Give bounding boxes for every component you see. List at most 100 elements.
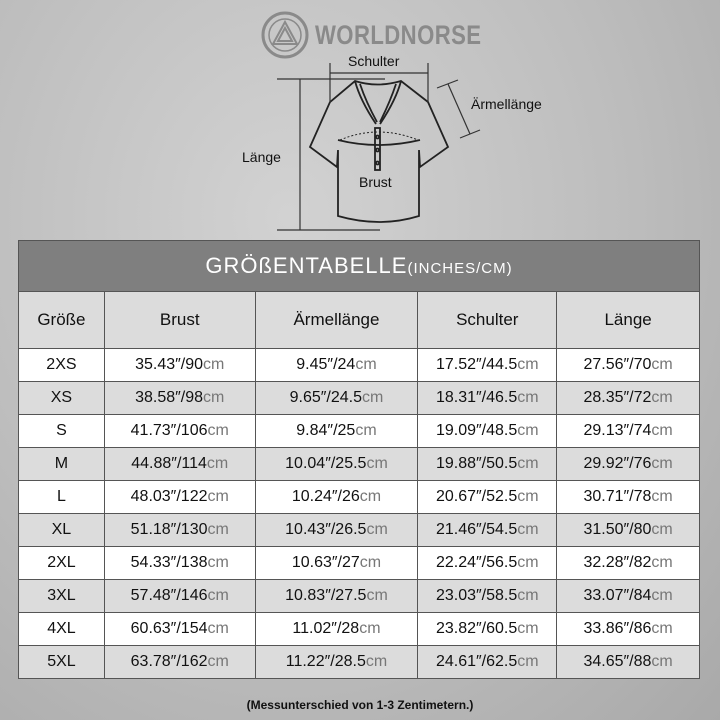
measurement-cell: 34.65″/88cm <box>556 645 700 679</box>
measurement-cell: 48.03″/122cm <box>103 480 256 514</box>
measurement-unit: cm <box>359 488 382 505</box>
measurement-value: 27.56″/70 <box>583 356 652 373</box>
measurement-cell: 20.67″/52.5cm <box>417 480 558 514</box>
measurement-unit: cm <box>355 356 377 373</box>
measurement-unit: cm <box>366 587 388 604</box>
measurement-value: 30.71″/78 <box>583 488 652 505</box>
measurement-unit: cm <box>517 389 539 406</box>
measurement-unit: cm <box>651 521 673 538</box>
size-cell: 2XS <box>18 348 105 382</box>
table-row: 3XL 57.48″/146cm 10.83″/27.5cm 23.03″/58.5c… <box>18 579 700 613</box>
measurement-cell: 60.63″/154cm <box>103 612 256 646</box>
measurement-unit: cm <box>517 620 539 637</box>
table-row: 5XL 63.78″/162cm 11.22″/28.5cm 24.61″/62.5c… <box>18 645 700 679</box>
measurement-unit: cm <box>366 521 388 538</box>
size-cell: 4XL <box>18 612 105 646</box>
measurement-value: 28.35″/72 <box>583 389 652 406</box>
measurement-unit: cm <box>651 356 673 373</box>
measurement-value: 10.43″/26.5 <box>285 521 367 538</box>
size-cell: 2XL <box>18 546 105 580</box>
label-shoulder: Schulter <box>348 53 400 69</box>
table-row: 4XL 60.63″/154cm 11.02″/28cm 23.82″/60.5cm 3… <box>18 612 700 646</box>
measurement-unit: cm <box>651 488 673 505</box>
measurement-value: 38.58″/98 <box>135 389 204 406</box>
measurement-cell: 30.71″/78cm <box>556 480 700 514</box>
measure-lines <box>277 63 481 231</box>
column-header: Ärmellänge <box>254 291 419 349</box>
shirt-diagram <box>261 11 481 231</box>
measurement-cell: 63.78″/162cm <box>103 645 256 679</box>
measurement-unit: cm <box>359 554 382 571</box>
measurement-unit: cm <box>517 488 539 505</box>
measurement-unit: cm <box>207 587 229 604</box>
measurement-cell: 33.07″/84cm <box>556 579 700 613</box>
table-title-units: (INCHES/CM) <box>407 260 513 277</box>
measurement-unit: cm <box>651 422 673 439</box>
measurement-value: 24.61″/62.5 <box>435 653 518 670</box>
measurement-unit: cm <box>359 620 381 637</box>
measurement-unit: cm <box>207 422 229 439</box>
measurement-value: 17.52″/44.5 <box>435 356 518 373</box>
label-length: Länge <box>242 149 281 165</box>
measurement-value: 21.46″/54.5 <box>435 521 518 538</box>
measurement-unit: cm <box>203 356 225 373</box>
measurement-cell: 44.88″/114cm <box>103 447 256 481</box>
measurement-unit: cm <box>206 455 229 472</box>
measurement-value: 33.86″/86 <box>583 620 652 637</box>
measurement-unit: cm <box>651 554 673 571</box>
label-sleeve: Ärmellänge <box>471 96 542 112</box>
measurement-value: 41.73″/106 <box>130 422 208 439</box>
measurement-cell: 22.24″/56.5cm <box>417 546 558 580</box>
measurement-unit: cm <box>362 389 384 406</box>
measurement-cell: 10.43″/26.5cm <box>254 513 419 547</box>
measurement-cell: 9.84″/25cm <box>254 414 419 448</box>
measurement-unit: cm <box>651 455 673 472</box>
measurement-cell: 38.58″/98cm <box>103 381 256 415</box>
table-title-text: GRÖßENTABELLE <box>205 253 408 278</box>
measurement-unit: cm <box>517 587 539 604</box>
size-cell: 5XL <box>18 645 105 679</box>
size-cell: XS <box>18 381 105 415</box>
measurement-value: 11.02″/28 <box>292 620 360 637</box>
column-header: Größe <box>18 291 105 349</box>
measurement-value: 11.22″/28.5 <box>285 653 366 670</box>
measurement-unit: cm <box>207 620 229 637</box>
measurement-value: 57.48″/146 <box>130 587 208 604</box>
measurement-cell: 54.33″/138cm <box>103 546 256 580</box>
measurement-value: 34.65″/88 <box>583 653 652 670</box>
measurement-cell: 23.82″/60.5cm <box>417 612 558 646</box>
size-cell: 3XL <box>18 579 105 613</box>
measurement-cell: 35.43″/90cm <box>103 348 256 382</box>
table-row: 2XS 35.43″/90cm 9.45″/24cm 17.52″/44.5cm 27.… <box>18 348 700 382</box>
measurement-unit: cm <box>207 653 229 670</box>
measurement-unit: cm <box>651 653 673 670</box>
measurement-value: 29.92″/76 <box>583 455 652 472</box>
measurement-cell: 11.02″/28cm <box>254 612 419 646</box>
measurement-unit: cm <box>517 653 539 670</box>
measurement-unit: cm <box>651 620 673 637</box>
measurement-unit: cm <box>203 389 225 406</box>
measurement-cell: 10.24″/26cm <box>254 480 419 514</box>
measurement-unit: cm <box>517 422 539 439</box>
measurement-value: 9.65″/24.5 <box>289 389 362 406</box>
label-chest: Brust <box>359 174 392 190</box>
measurement-cell: 10.83″/27.5cm <box>254 579 419 613</box>
measurement-value: 51.18″/130 <box>130 521 208 538</box>
table-title: GRÖßENTABELLE(INCHES/CM) <box>18 240 700 292</box>
measurement-unit: cm <box>207 488 229 505</box>
measurement-cell: 41.73″/106cm <box>103 414 256 448</box>
measurement-cell: 18.31″/46.5cm <box>417 381 558 415</box>
size-cell: M <box>18 447 105 481</box>
measurement-cell: 31.50″/80cm <box>556 513 700 547</box>
shirt-outline <box>308 79 450 223</box>
measurement-cell: 51.18″/130cm <box>103 513 256 547</box>
measurement-value: 9.45″/24 <box>296 356 356 373</box>
measurement-unit: cm <box>207 521 229 538</box>
footnote: (Messunterschied von 1-3 Zentimetern.) <box>246 698 474 712</box>
measurement-value: 10.83″/27.5 <box>285 587 367 604</box>
measurement-cell: 23.03″/58.5cm <box>417 579 558 613</box>
measurement-value: 20.67″/52.5 <box>435 488 518 505</box>
column-header: Schulter <box>417 291 558 349</box>
measurement-unit: cm <box>651 587 673 604</box>
measurement-value: 22.24″/56.5 <box>435 554 518 571</box>
